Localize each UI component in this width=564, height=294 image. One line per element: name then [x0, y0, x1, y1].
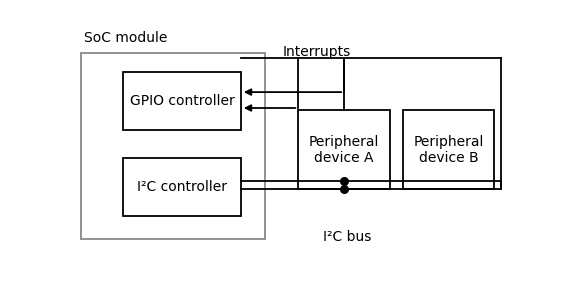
Text: Interrupts: Interrupts [283, 45, 351, 59]
Text: Peripheral
device B: Peripheral device B [413, 134, 484, 165]
Bar [403, 110, 495, 189]
Bar [123, 71, 241, 130]
Text: I²C controller: I²C controller [137, 180, 227, 194]
Bar [81, 54, 265, 239]
Text: Peripheral
device A: Peripheral device A [309, 134, 379, 165]
Text: GPIO controller: GPIO controller [130, 94, 234, 108]
Text: I²C bus: I²C bus [323, 230, 372, 244]
Bar [298, 110, 390, 189]
Text: SoC module: SoC module [83, 31, 167, 46]
Bar [123, 158, 241, 216]
